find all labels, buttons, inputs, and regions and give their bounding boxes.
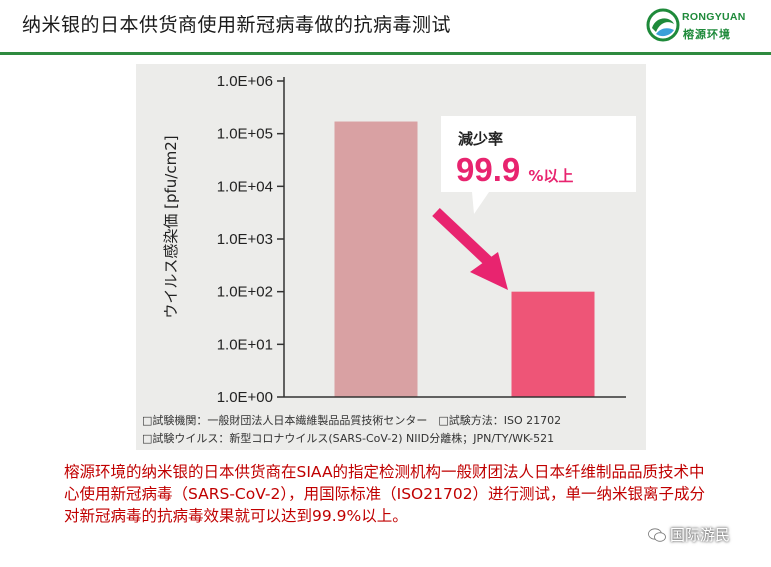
logo-english-name: RONGYUAN: [682, 11, 746, 23]
callout-value: 99.9: [456, 151, 520, 188]
chart-panel: ウイルス感染価 [pfu/cm2] 1.0E+06 1.0E+05 1.0E+04 1…: [136, 64, 646, 450]
slide-header: 纳米银的日本供货商使用新冠病毒做的抗病毒测试 RONGYUAN 榕源环境: [0, 0, 771, 55]
virus-titer-chart: ウイルス感染価 [pfu/cm2] 1.0E+061.0E+051.0E+041…: [142, 73, 636, 445]
y-axis-ticks: 1.0E+06 1.0E+05 1.0E+04 1.0E+03 1.0E+02 1.0E+…: [217, 73, 284, 406]
y-axis-label: ウイルス感染価 [pfu/cm2]: [162, 135, 180, 318]
y-axis-label-text: ウイルス感染価 [pfu/cm2]: [162, 135, 180, 318]
y-tick-label: 1.0E+03: [217, 231, 273, 248]
callout-title: 減少率: [458, 130, 503, 148]
bar-2: [511, 291, 595, 397]
y-tick-label: 1.0E+05: [217, 126, 273, 143]
y-tick-label: 1.0E+02: [217, 284, 273, 301]
rongyuan-logo-icon: [646, 8, 680, 42]
callout-value-line: 99.9 %以上: [456, 151, 573, 188]
company-logo: RONGYUAN 榕源环境: [646, 6, 766, 46]
wechat-icon: [648, 528, 666, 542]
y-tick-label: 1.0E+00: [217, 389, 273, 406]
bars: [334, 121, 595, 397]
callout-bubble: [441, 116, 636, 214]
logo-chinese-name: 榕源环境: [683, 28, 731, 41]
wechat-watermark: 国际游民: [648, 524, 730, 546]
bar-1: [334, 121, 418, 397]
y-tick-label: 1.0E+06: [217, 73, 273, 90]
y-tick-label: 1.0E+04: [217, 178, 273, 195]
test-note-1: □試験機関：一般財団法人日本繊維製品品質技術センター □試験方法：ISO 217…: [142, 413, 561, 427]
test-note-2: □試験ウイルス：新型コロナウイルス(SARS-CoV-2) NIID分離株；JP…: [142, 431, 554, 445]
reduction-arrow: [432, 207, 508, 290]
page-title: 纳米银的日本供货商使用新冠病毒做的抗病毒测试: [22, 14, 452, 36]
header-divider: [0, 52, 771, 55]
watermark-text: 国际游民: [670, 526, 731, 544]
description-text: 榕源环境的纳米银的日本供货商在SIAA的指定检测机构一般财团法人日本纤维制品品质…: [64, 463, 706, 525]
callout-suffix: %以上: [528, 167, 573, 185]
y-tick-label: 1.0E+01: [217, 336, 273, 353]
reduction-callout: 減少率 99.9 %以上: [441, 116, 636, 214]
